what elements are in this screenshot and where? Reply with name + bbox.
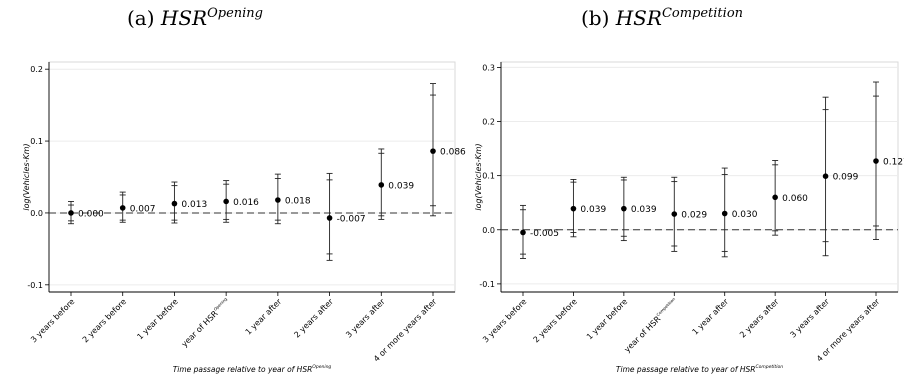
data-label: 0.016 xyxy=(233,198,259,208)
data-point xyxy=(822,173,829,179)
data-label: 0.018 xyxy=(285,197,311,207)
data-point xyxy=(873,158,879,164)
x-tick-label: 1 year before xyxy=(135,297,179,341)
x-tick-label: 1 year after xyxy=(244,297,284,337)
x-tick-label: 1 year after xyxy=(691,297,731,337)
data-point xyxy=(721,210,728,217)
y-tick-label: -0.1 xyxy=(479,280,495,289)
data-point xyxy=(671,211,678,217)
y-tick-label: 0.1 xyxy=(482,172,495,181)
data-label: 0.127 xyxy=(883,158,904,168)
x-tick-label: 1 year before xyxy=(585,297,629,341)
data-point xyxy=(171,200,178,207)
data-point xyxy=(520,229,526,236)
data-label: 0.007 xyxy=(130,204,156,214)
y-tick-label: 0.0 xyxy=(482,226,495,235)
x-tick-label: 2 years after xyxy=(738,297,781,340)
data-label: 0.000 xyxy=(78,209,104,219)
panel-b: (b) HSRCompetition -0.1 0.0 0.1 0.2 0.3 log(Ve… xyxy=(474,6,904,374)
y-tick-label: 0.2 xyxy=(30,65,43,74)
data-point xyxy=(68,210,74,216)
y-tick-label: 0.3 xyxy=(482,63,495,72)
panel-title: (b) HSRCompetition xyxy=(581,6,743,30)
x-axis-title: Time passage relative to year of HSRComp… xyxy=(616,364,783,374)
x-tick-label: year of HSROpening xyxy=(179,296,232,349)
data-point xyxy=(378,182,385,188)
x-tick-label: 3 years before xyxy=(29,297,76,344)
y-axis-title: log(Vehicles-Km) xyxy=(22,143,31,210)
panel-title: (a) HSROpening xyxy=(127,6,263,30)
panel-a: (a) HSROpening -0.1 0.0 0.1 0.2 log(Vehicles-… xyxy=(22,6,466,374)
data-label: 0.099 xyxy=(833,173,859,183)
data-point xyxy=(275,197,281,203)
data-label: -0.007 xyxy=(337,214,366,224)
x-tick-label: 2 years after xyxy=(292,297,335,340)
data-label: 0.060 xyxy=(782,194,808,204)
data-label: 0.013 xyxy=(181,200,207,210)
y-axis-title: log(Vehicles-Km) xyxy=(474,143,483,210)
y-tick-label: 0.1 xyxy=(30,137,43,146)
x-tick-label: 3 years after xyxy=(344,297,387,340)
data-point xyxy=(621,205,627,212)
data-label: 0.029 xyxy=(681,211,707,221)
data-point xyxy=(430,148,436,154)
y-tick-label: -0.1 xyxy=(27,281,43,290)
x-tick-label: year of HSRCompetition xyxy=(622,296,680,354)
data-point xyxy=(570,205,577,212)
x-tick-label: 3 years before xyxy=(481,297,528,344)
data-point xyxy=(326,215,333,221)
x-tick-label: 2 years before xyxy=(532,297,579,344)
data-label: -0.005 xyxy=(530,229,559,239)
data-label: 0.030 xyxy=(732,210,758,220)
data-point xyxy=(772,194,778,201)
y-tick-label: 0.2 xyxy=(482,118,495,127)
data-point xyxy=(223,198,229,205)
x-tick-label: 3 years after xyxy=(788,297,831,340)
data-point xyxy=(119,205,126,211)
y-tick-label: 0.0 xyxy=(30,209,43,218)
x-axis-title: Time passage relative to year of HSROpen… xyxy=(173,364,332,374)
data-label: 0.039 xyxy=(580,205,606,215)
x-tick-label: 2 years before xyxy=(81,297,128,344)
plot-frame xyxy=(48,61,456,293)
data-label: 0.086 xyxy=(440,148,466,158)
data-label: 0.039 xyxy=(631,205,657,215)
data-label: 0.039 xyxy=(388,181,414,191)
